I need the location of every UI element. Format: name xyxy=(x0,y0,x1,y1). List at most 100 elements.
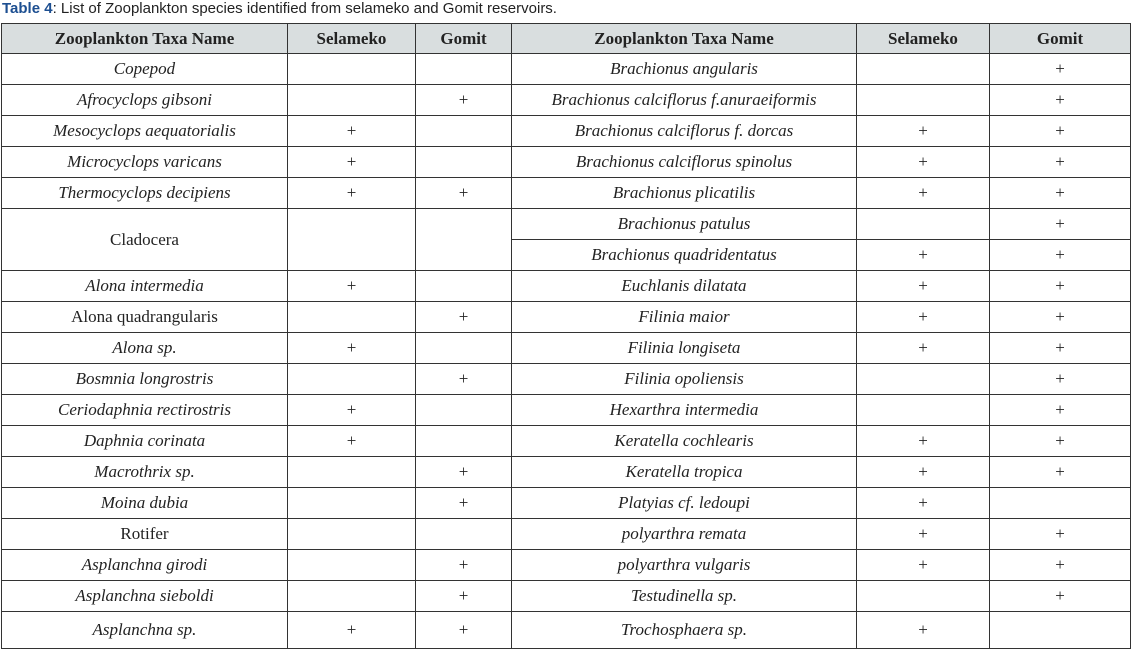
selameko-presence xyxy=(856,394,990,426)
gomit-presence: + xyxy=(989,456,1131,488)
taxa-name: Alona intermedia xyxy=(1,270,288,302)
taxa-name: Rotifer xyxy=(1,518,288,550)
selameko-presence: + xyxy=(856,456,990,488)
taxa-name: polyarthra vulgaris xyxy=(511,549,857,581)
selameko-presence: + xyxy=(856,177,990,209)
gomit-presence: + xyxy=(415,177,512,209)
gomit-presence xyxy=(415,115,512,147)
gomit-presence: + xyxy=(415,84,512,116)
taxa-name: Filinia longiseta xyxy=(511,332,857,364)
gomit-presence xyxy=(415,518,512,550)
taxa-name: Daphnia corinata xyxy=(1,425,288,457)
table-row: Microcyclops varicans + Brachionus calcifl… xyxy=(1,146,1131,178)
table-row: Asplanchna sieboldi + Testudinella sp. + xyxy=(1,580,1131,612)
selameko-presence: + xyxy=(287,146,416,178)
selameko-presence xyxy=(287,363,416,395)
selameko-presence: + xyxy=(287,270,416,302)
table-row: Alona quadrangularis + Filinia maior + + xyxy=(1,301,1131,333)
selameko-presence xyxy=(287,580,416,612)
table-row: Copepod Brachionus angularis + xyxy=(1,53,1131,85)
selameko-presence: + xyxy=(856,518,990,550)
table-caption: Table 4: List of Zooplankton species ide… xyxy=(2,0,557,18)
taxa-name: Mesocyclops aequatorialis xyxy=(1,115,288,147)
gomit-presence xyxy=(415,208,512,271)
selameko-presence: + xyxy=(287,332,416,364)
gomit-presence: + xyxy=(989,332,1131,364)
zooplankton-table: Zooplankton Taxa Name Selameko Gomit Zoo… xyxy=(1,23,1131,649)
table-row: Asplanchna girodi + polyarthra vulgaris + + xyxy=(1,549,1131,581)
selameko-presence xyxy=(287,208,416,271)
taxa-name: Brachionus plicatilis xyxy=(511,177,857,209)
selameko-presence: + xyxy=(856,239,990,271)
gomit-presence: + xyxy=(989,208,1131,240)
taxa-name: Hexarthra intermedia xyxy=(511,394,857,426)
header-selameko-left: Selameko xyxy=(287,23,416,54)
table-row: Ceriodaphnia rectirostris + Hexarthra inte… xyxy=(1,394,1131,426)
table-row: Daphnia corinata + Keratella cochlearis + + xyxy=(1,425,1131,457)
gomit-presence xyxy=(415,394,512,426)
gomit-presence xyxy=(415,425,512,457)
gomit-presence: + xyxy=(989,580,1131,612)
selameko-presence: + xyxy=(287,177,416,209)
gomit-presence: + xyxy=(989,425,1131,457)
selameko-presence xyxy=(287,53,416,85)
taxa-name: Trochosphaera sp. xyxy=(511,611,857,649)
table-row: Afrocyclops gibsoni + Brachionus calciflor… xyxy=(1,84,1131,116)
taxa-name: Asplanchna sp. xyxy=(1,611,288,649)
header-taxa-name-right: Zooplankton Taxa Name xyxy=(511,23,857,54)
gomit-presence: + xyxy=(989,177,1131,209)
gomit-presence: + xyxy=(989,270,1131,302)
taxa-name: Brachionus patulus xyxy=(511,208,857,240)
selameko-presence xyxy=(856,208,990,240)
taxa-name: Ceriodaphnia rectirostris xyxy=(1,394,288,426)
taxa-name: Moina dubia xyxy=(1,487,288,519)
selameko-presence xyxy=(287,487,416,519)
gomit-presence: + xyxy=(989,115,1131,147)
taxa-name: Keratella tropica xyxy=(511,456,857,488)
gomit-presence: + xyxy=(989,394,1131,426)
taxa-name: Brachionus quadridentatus xyxy=(511,239,857,271)
table-row: Thermocyclops decipiens + + Brachionus plic… xyxy=(1,177,1131,209)
header-gomit-right: Gomit xyxy=(989,23,1131,54)
gomit-presence xyxy=(989,487,1131,519)
table-row: Asplanchna sp. + + Trochosphaera sp. + xyxy=(1,611,1131,649)
taxa-name: Asplanchna girodi xyxy=(1,549,288,581)
selameko-presence: + xyxy=(287,425,416,457)
table-row: Moina dubia + Platyias cf. ledoupi + xyxy=(1,487,1131,519)
table-row: Mesocyclops aequatorialis + Brachionus cal… xyxy=(1,115,1131,147)
gomit-presence: + xyxy=(989,239,1131,271)
taxa-name: Alona sp. xyxy=(1,332,288,364)
selameko-presence: + xyxy=(856,549,990,581)
selameko-presence: + xyxy=(856,301,990,333)
selameko-presence xyxy=(287,301,416,333)
gomit-presence: + xyxy=(415,363,512,395)
selameko-presence: + xyxy=(856,332,990,364)
selameko-presence: + xyxy=(287,115,416,147)
header-gomit-left: Gomit xyxy=(415,23,512,54)
selameko-presence xyxy=(856,84,990,116)
taxa-name: Cladocera xyxy=(1,208,288,271)
taxa-name: Keratella cochlearis xyxy=(511,425,857,457)
gomit-presence: + xyxy=(415,580,512,612)
table-row: Cladocera Brachionus patulus + xyxy=(1,208,1131,271)
taxa-name: Brachionus angularis xyxy=(511,53,857,85)
taxa-name: Macrothrix sp. xyxy=(1,456,288,488)
taxa-name: Brachionus calciflorus spinolus xyxy=(511,146,857,178)
selameko-presence: + xyxy=(287,611,416,649)
selameko-presence xyxy=(856,580,990,612)
gomit-presence: + xyxy=(415,301,512,333)
table-row: Macrothrix sp. + Keratella tropica + + xyxy=(1,456,1131,488)
gomit-presence: + xyxy=(415,487,512,519)
table-row: Brachionus quadridentatus + + xyxy=(2,239,1131,271)
selameko-presence: + xyxy=(856,611,990,649)
taxa-name: Brachionus calciflorus f.anuraeiformis xyxy=(511,84,857,116)
table-label: Table 4 xyxy=(2,0,53,17)
header-row: Zooplankton Taxa Name Selameko Gomit Zoo… xyxy=(1,23,1131,54)
gomit-presence xyxy=(415,332,512,364)
selameko-presence xyxy=(287,456,416,488)
gomit-presence xyxy=(989,611,1131,649)
selameko-presence: + xyxy=(856,146,990,178)
gomit-presence xyxy=(415,53,512,85)
gomit-presence: + xyxy=(989,53,1131,85)
selameko-presence: + xyxy=(856,115,990,147)
